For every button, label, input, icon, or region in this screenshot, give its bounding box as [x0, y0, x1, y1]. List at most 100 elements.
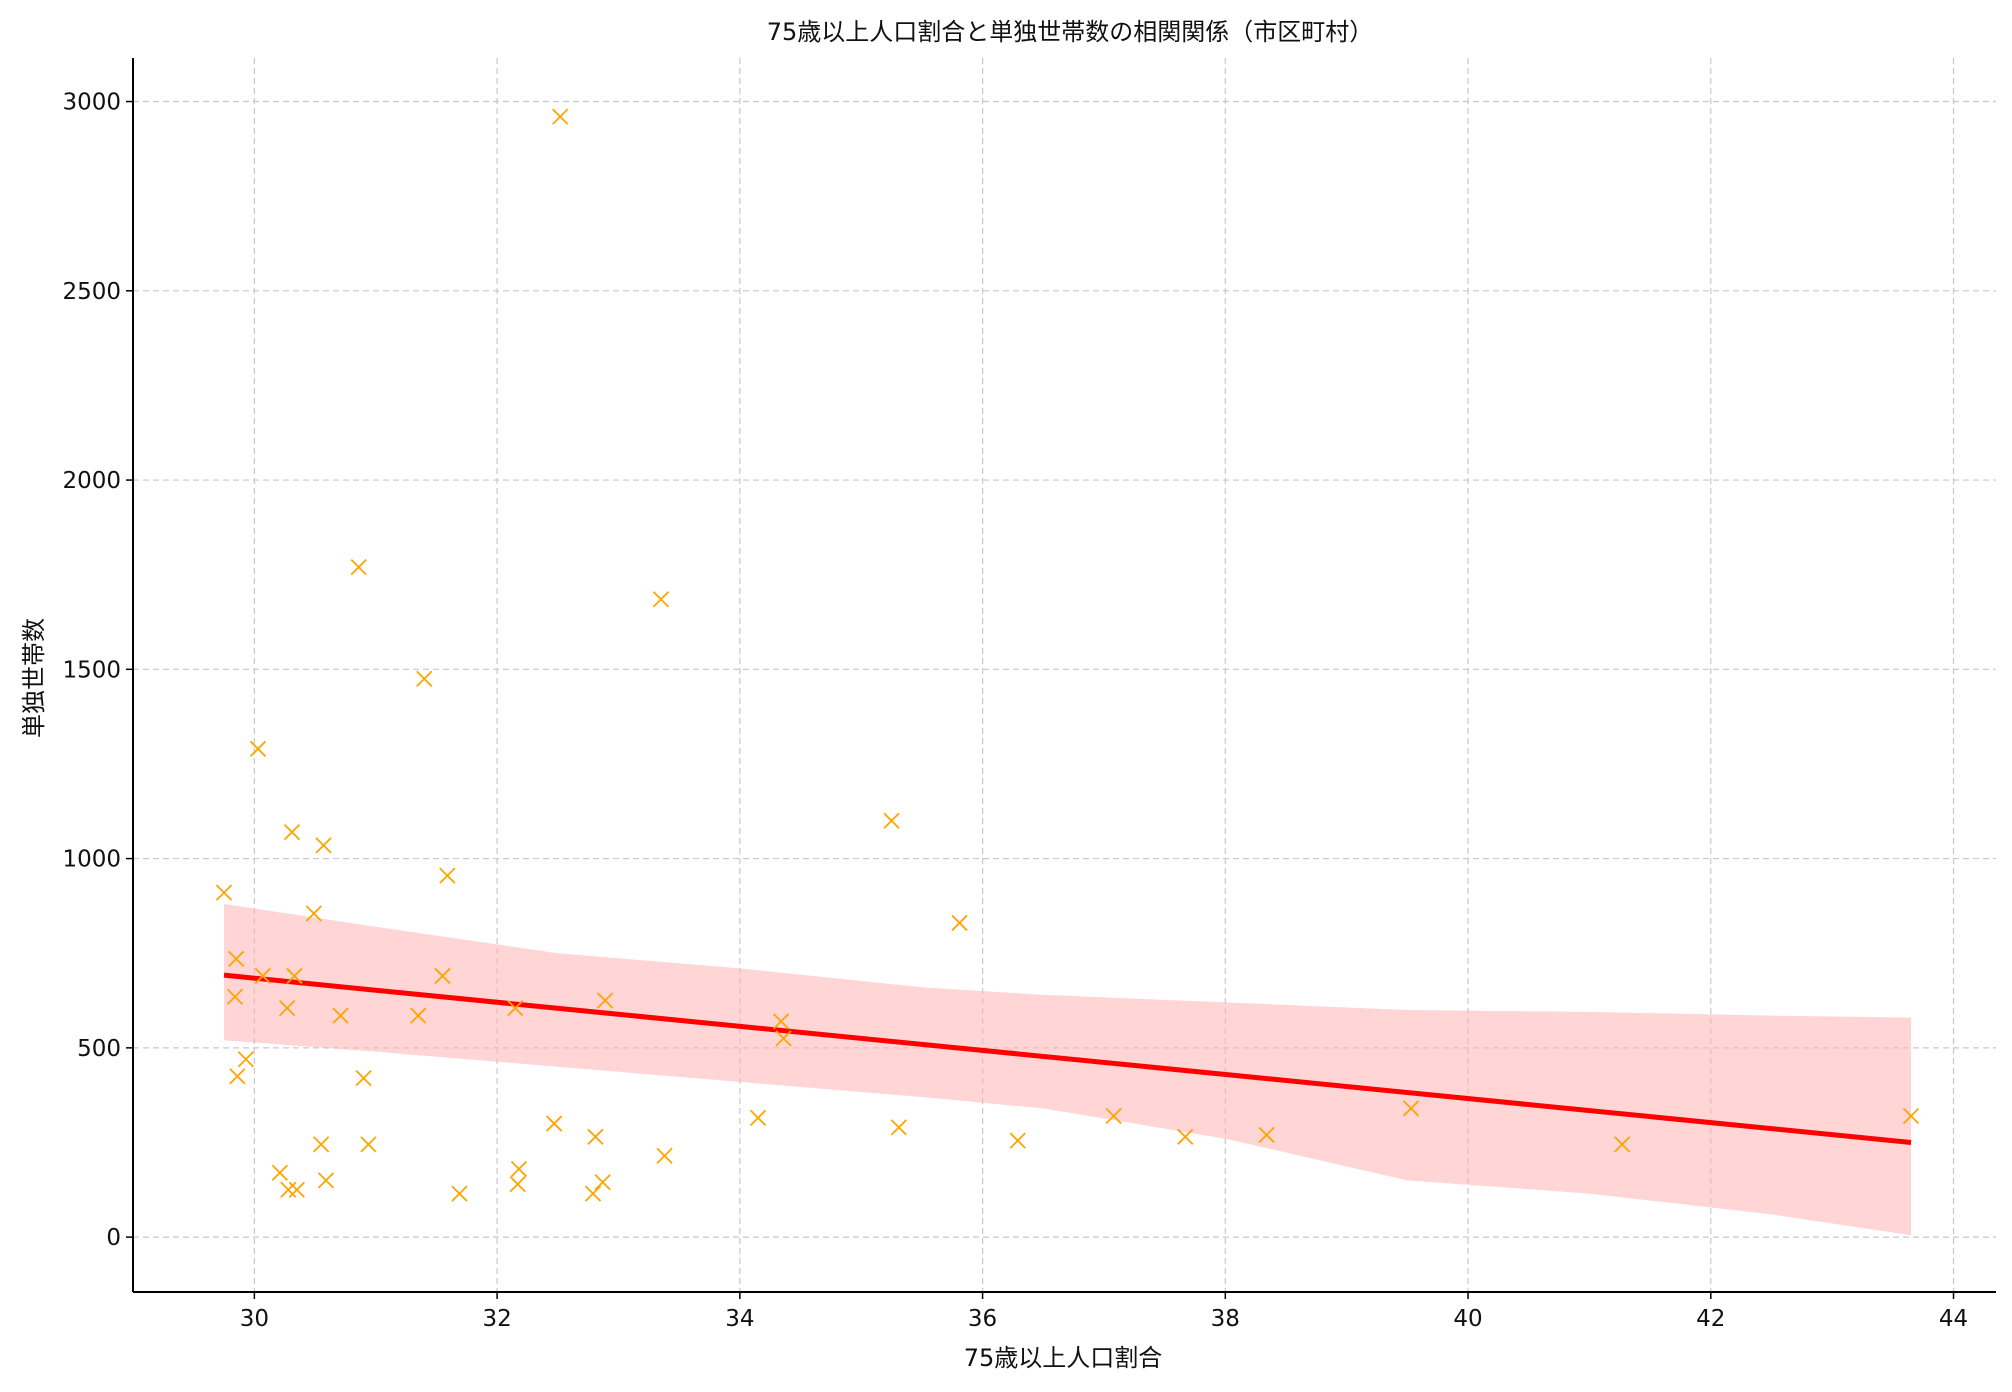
data-point-stroke [451, 1185, 468, 1202]
data-point-stroke [1177, 1128, 1194, 1145]
data-point-stroke [279, 999, 296, 1017]
data-point [656, 1147, 673, 1164]
data-point [355, 1069, 372, 1087]
data-point [288, 1181, 305, 1198]
data-point [883, 812, 900, 829]
tick-labels: 30 32 34 36 38 40 42 44 0 500 1000 1500 2000 2500 3000 [62, 90, 1968, 1332]
data-point-stroke [552, 108, 569, 125]
data-point [546, 1115, 563, 1132]
data-point-stroke [286, 967, 303, 985]
data-point-stroke [890, 1119, 907, 1136]
axes [132, 58, 1996, 1293]
data-point [552, 108, 569, 125]
data-point-stroke [1105, 1107, 1122, 1125]
data-point [1402, 1100, 1420, 1117]
data-point-stroke [254, 967, 272, 985]
data-point-stroke [312, 1136, 330, 1153]
data-point [890, 1119, 907, 1136]
data-point-stroke [594, 1174, 611, 1191]
data-point-stroke [772, 1013, 790, 1030]
data-point-stroke [546, 1115, 563, 1132]
data-point-stroke [439, 867, 456, 884]
data-point-stroke [584, 1185, 602, 1202]
data-point-stroke [1614, 1136, 1631, 1153]
data-point [584, 1185, 602, 1202]
data-point [280, 1181, 297, 1198]
data-point-stroke [332, 1007, 349, 1024]
data-point-stroke [305, 905, 322, 922]
data-point-stroke [360, 1136, 377, 1153]
data-point [229, 1068, 246, 1085]
data-point-stroke [355, 1069, 372, 1087]
data-point [254, 967, 272, 985]
data-point [749, 1109, 767, 1127]
data-point [596, 992, 614, 1009]
data-point [283, 823, 301, 841]
x-axis-label: 75歳以上人口割合 [964, 1344, 1163, 1372]
x-tick-label: 38 [1211, 1306, 1240, 1332]
chart-title: 75歳以上人口割合と単独世帯数の相関関係（市区町村） [767, 18, 1374, 46]
data-point-stroke [215, 884, 233, 901]
data-point-stroke [596, 992, 614, 1009]
data-point [652, 591, 670, 608]
data-point [775, 1030, 792, 1047]
data-point-stroke [315, 837, 332, 854]
data-point-stroke [1009, 1132, 1026, 1149]
x-tick-label: 34 [725, 1306, 754, 1332]
data-point-stroke [226, 988, 244, 1005]
data-point-stroke [510, 1160, 528, 1178]
data-point-stroke [288, 1181, 305, 1198]
y-tick-label: 3000 [62, 90, 121, 116]
y-tick-label: 1000 [62, 847, 121, 873]
y-tick-label: 2000 [62, 468, 121, 494]
data-point [772, 1013, 790, 1030]
data-point [510, 1160, 528, 1178]
data-point-stroke [410, 1007, 427, 1024]
x-tick-label: 42 [1696, 1306, 1725, 1332]
data-point [286, 967, 303, 985]
data-point [237, 1051, 255, 1068]
x-tick-label: 32 [482, 1306, 511, 1332]
data-point [305, 905, 322, 922]
data-point [317, 1172, 335, 1189]
data-point [951, 914, 968, 932]
data-point [350, 558, 367, 576]
data-point [315, 837, 332, 854]
data-point-stroke [1258, 1126, 1275, 1144]
data-point [279, 999, 296, 1017]
y-axis-label: 単独世帯数 [20, 618, 48, 738]
data-point [434, 967, 451, 985]
data-point-stroke [749, 1109, 767, 1127]
data-point [1105, 1107, 1122, 1125]
data-points [215, 108, 1920, 1202]
y-tick-label: 500 [77, 1036, 121, 1062]
data-point-stroke [434, 967, 451, 985]
data-point [1258, 1126, 1275, 1144]
data-point [1177, 1128, 1194, 1145]
data-point [1614, 1136, 1631, 1153]
data-point [312, 1136, 330, 1153]
data-point [249, 740, 267, 757]
x-tick-label: 44 [1939, 1306, 1968, 1332]
data-point-stroke [509, 1175, 526, 1193]
data-point [332, 1007, 349, 1024]
data-point-stroke [317, 1172, 335, 1189]
data-point-stroke [587, 1128, 604, 1145]
data-point-stroke [951, 914, 968, 932]
data-point [271, 1164, 288, 1181]
data-point-stroke [350, 558, 367, 576]
y-tick-label: 2500 [62, 279, 121, 305]
x-tick-label: 40 [1453, 1306, 1482, 1332]
data-point [416, 670, 433, 687]
data-point-stroke [237, 1051, 255, 1068]
data-point-stroke [1902, 1107, 1920, 1125]
data-point [226, 988, 244, 1005]
data-point [594, 1174, 611, 1191]
data-point-stroke [507, 999, 524, 1017]
data-point [451, 1185, 468, 1202]
data-point-stroke [271, 1164, 288, 1181]
data-point [509, 1175, 526, 1193]
data-point-stroke [416, 670, 433, 687]
y-tick-label: 0 [106, 1225, 121, 1251]
